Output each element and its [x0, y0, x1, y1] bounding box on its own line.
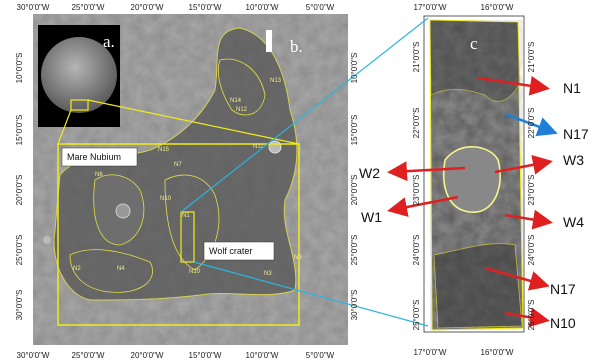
latitude-label: 25°0'0"S	[15, 235, 24, 266]
latitude-label: 23°0'0"S	[412, 175, 421, 206]
latitude-label: 24°0'0"S	[527, 235, 536, 266]
unit-label: N12	[236, 107, 248, 113]
longitude-label: 16°0'0"W	[481, 3, 514, 12]
unit-label: N10	[160, 196, 172, 202]
annotation: W3	[563, 152, 584, 168]
unit-label: N6	[95, 172, 103, 178]
latitude-label: 22°0'0"S	[412, 108, 421, 139]
latitude-label: 21°0'0"S	[412, 42, 421, 73]
latitude-label: 15°0'0"S	[350, 115, 359, 146]
latitude-label: 25°0'0"S	[527, 300, 536, 331]
unit-label: N9	[294, 255, 302, 261]
longitude-label: 20°0'0"W	[131, 3, 164, 12]
latitude-label: 20°0'0"S	[350, 175, 359, 206]
longitude-label: 17°0'0"W	[414, 3, 447, 12]
figure: Mare Nubium Wolf crater a. b. N13 N14 N1…	[0, 0, 602, 362]
longitude-label: 10°0'0"W	[246, 3, 279, 12]
longitude-label: 25°0'0"W	[72, 351, 105, 360]
map-c: c	[424, 16, 524, 332]
annotation: W4	[563, 214, 584, 230]
latitude-label: 21°0'0"S	[527, 42, 536, 73]
longitude-label: 30°0'0"W	[17, 3, 50, 12]
latitude-label: 10°0'0"S	[15, 53, 24, 84]
latitude-label: 15°0'0"S	[15, 115, 24, 146]
annotation: N1	[563, 80, 581, 96]
longitude-label: 17°0'0"W	[414, 348, 447, 357]
annotation: N17	[550, 281, 576, 297]
annotation: W1	[361, 209, 382, 225]
panel-label: c	[470, 34, 478, 53]
longitude-label: 20°0'0"W	[131, 351, 164, 360]
unit-label: N1	[182, 213, 190, 219]
unit-label: N4	[117, 266, 125, 272]
region-label: Mare Nubium	[67, 152, 121, 162]
longitude-label: 5°0'0"W	[306, 351, 335, 360]
latitude-label: 23°0'0"S	[527, 175, 536, 206]
unit-label: N15	[158, 147, 170, 153]
annotation: W2	[359, 165, 380, 181]
longitude-label: 15°0'0"W	[189, 351, 222, 360]
longitude-label: 25°0'0"W	[72, 3, 105, 12]
panel-label: b.	[290, 37, 303, 56]
map-b: Mare Nubium Wolf crater a. b. N13 N14 N1…	[33, 14, 348, 345]
unit-label: N7	[174, 162, 182, 168]
latitude-label: 20°0'0"S	[15, 175, 24, 206]
latitude-label: 22°0'0"S	[527, 108, 536, 139]
annotation: N17	[563, 126, 589, 142]
longitude-label: 30°0'0"W	[17, 351, 50, 360]
longitude-label: 16°0'0"W	[481, 348, 514, 357]
unit-label: N3	[264, 271, 272, 277]
unit-label: N13	[270, 78, 282, 84]
latitude-label: 10°0'0"S	[350, 53, 359, 84]
unit-label: N10	[189, 269, 201, 275]
latitude-label: 25°0'0"S	[412, 300, 421, 331]
unit-label: N11	[253, 144, 264, 150]
latitude-label: 24°0'0"S	[412, 235, 421, 266]
latitude-label: 30°0'0"S	[15, 290, 24, 321]
latitude-label: 30°0'0"S	[350, 290, 359, 321]
annotation: N10	[550, 315, 576, 331]
longitude-label: 15°0'0"W	[189, 3, 222, 12]
longitude-label: 10°0'0"W	[246, 351, 279, 360]
region-label: Wolf crater	[209, 246, 252, 256]
latitude-label: 25°0'0"S	[350, 235, 359, 266]
panel-label: a.	[103, 32, 115, 51]
unit-label: N2	[73, 266, 81, 272]
unit-label: N14	[230, 98, 242, 104]
longitude-label: 5°0'0"W	[306, 3, 335, 12]
